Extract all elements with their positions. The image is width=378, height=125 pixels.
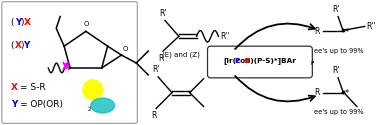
Text: *: * [345,89,349,98]
Text: 2: 2 [88,107,91,112]
Text: X: X [15,41,22,50]
Text: S: S [243,58,249,64]
Text: [Ir(cod)(P-S)*]BAr: [Ir(cod)(P-S)*]BAr [223,58,296,64]
Text: X: X [11,83,18,92]
Text: = OP(OR): = OP(OR) [20,100,63,109]
Text: R': R' [152,65,160,74]
Text: F: F [310,62,314,66]
Text: R: R [158,54,164,63]
Text: R': R' [332,4,340,14]
Text: ee's up to 99%: ee's up to 99% [314,110,364,116]
Text: R: R [152,112,157,120]
Text: = S-R: = S-R [20,83,45,92]
Text: R': R' [332,66,340,75]
Text: Y: Y [23,41,30,50]
Text: R'': R'' [367,22,376,31]
Text: ): ) [21,18,24,27]
Text: R: R [314,88,319,97]
Text: ee's up to 99%: ee's up to 99% [314,48,364,54]
Text: ): ) [21,41,24,50]
Circle shape [83,80,103,100]
Text: X: X [23,18,31,27]
Text: *: * [345,28,349,37]
Text: (E) and (Z): (E) and (Z) [162,52,200,58]
Text: R: R [314,27,319,36]
Text: R': R' [159,8,167,18]
FancyBboxPatch shape [208,46,312,78]
Text: (: ( [11,41,14,50]
Text: Y: Y [11,100,17,109]
Text: O: O [83,21,88,27]
Text: R'': R'' [220,32,230,41]
Text: Y: Y [15,18,21,27]
Text: (: ( [11,18,14,27]
Text: P: P [235,58,240,64]
Text: O: O [122,46,128,52]
Ellipse shape [91,98,115,113]
FancyBboxPatch shape [2,2,137,123]
